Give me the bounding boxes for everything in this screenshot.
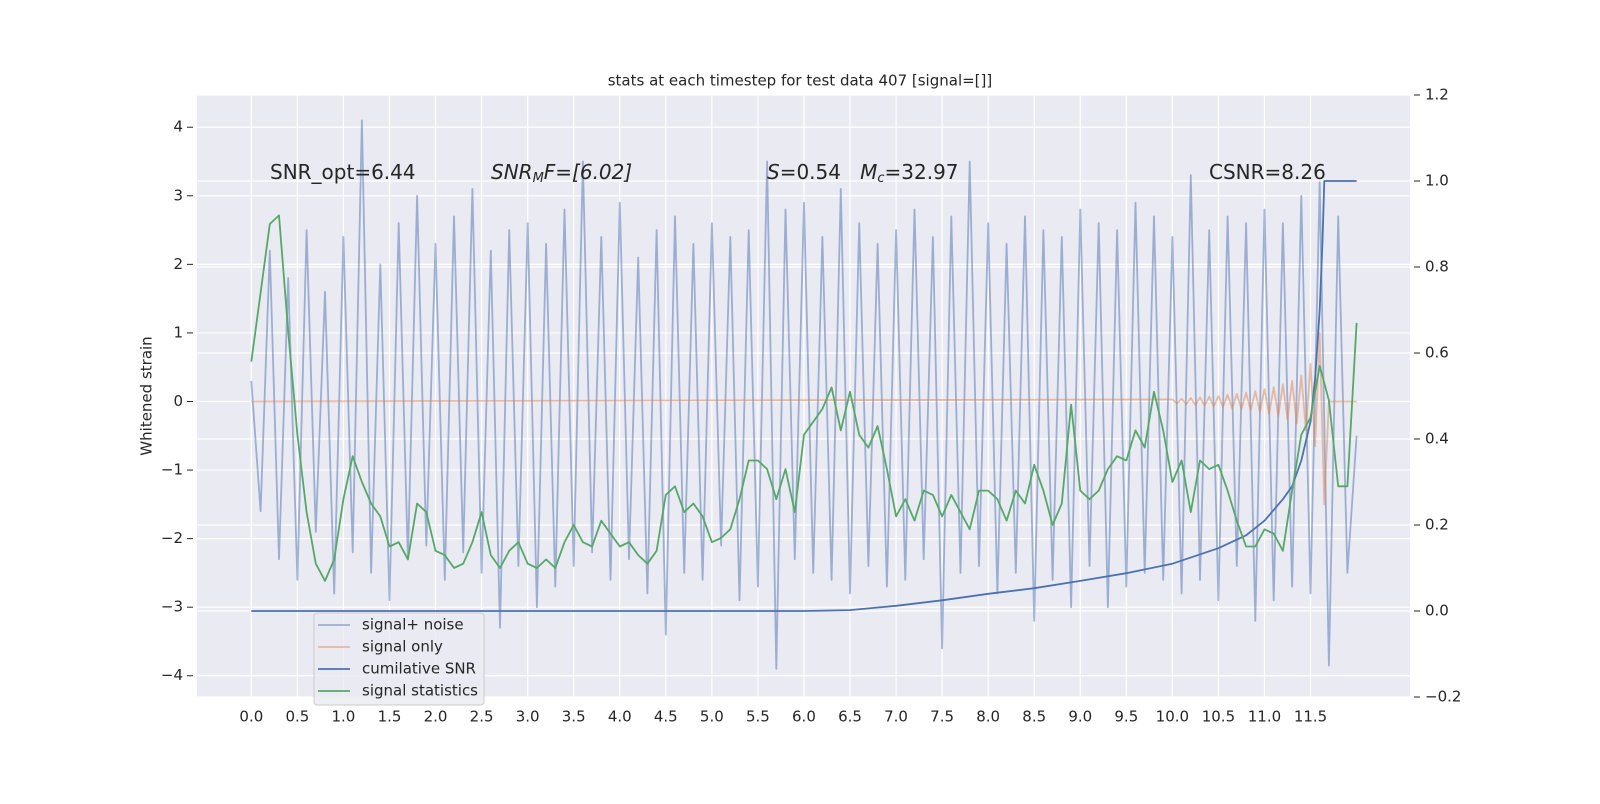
grid — [197, 94, 1410, 698]
annotation: SNRMF=[6.02] — [491, 160, 632, 186]
x-tick-label: 4.0 — [608, 708, 632, 726]
x-tick-label: 8.0 — [976, 708, 1000, 726]
x-tick-label: 10.0 — [1156, 708, 1189, 726]
x-tick-label: 7.0 — [884, 708, 908, 726]
y-tick-label: 1 — [173, 323, 183, 341]
marks — [250, 119, 1358, 670]
legend-label: signal statistics — [362, 682, 478, 700]
x-tick-label: 0.0 — [239, 708, 263, 726]
x-tick-label: 5.0 — [700, 708, 724, 726]
y-tick-label: −2 — [161, 529, 183, 547]
annotation: SNR_opt=6.44 — [270, 160, 416, 184]
annotation: CSNR=8.26 — [1209, 160, 1326, 184]
legend-label: signal only — [362, 638, 443, 656]
series-line — [251, 180, 1357, 612]
x-tick-label: 4.5 — [654, 708, 678, 726]
x-tick-label: 1.0 — [332, 708, 356, 726]
x-tick-label: 9.0 — [1068, 708, 1092, 726]
y-axis-label: Whitened strain — [138, 336, 156, 455]
y2-tick-label: 0.0 — [1425, 602, 1449, 620]
series-line — [250, 119, 1358, 670]
y-tick-label: 0 — [173, 392, 183, 410]
y2-tick-label: 0.4 — [1425, 430, 1449, 448]
x-tick-label: 2.0 — [424, 708, 448, 726]
y2-tick-label: 1.0 — [1425, 172, 1449, 190]
chart-title: stats at each timestep for test data 407… — [608, 72, 993, 90]
y2-tick-label: 0.2 — [1425, 516, 1449, 534]
y-tick-label: −4 — [161, 666, 183, 684]
x-tick-label: 8.5 — [1022, 708, 1046, 726]
x-tick-label: 3.0 — [516, 708, 540, 726]
y-tick-label: −3 — [161, 598, 183, 616]
legend: signal+ noise signal only cumilative SNR si… — [313, 612, 485, 706]
y-tick-label: 3 — [173, 186, 183, 204]
x-tick-label: 9.5 — [1114, 708, 1138, 726]
x-tick-label: 11.0 — [1248, 708, 1281, 726]
x-tick-label: 6.5 — [838, 708, 862, 726]
y2-tick-label: −0.2 — [1425, 688, 1461, 706]
x-tick-label: 6.0 — [792, 708, 816, 726]
legend-label: cumilative SNR — [362, 660, 476, 678]
y-tick-label: 4 — [173, 118, 183, 136]
x-tick-label: 2.5 — [470, 708, 494, 726]
series-line — [251, 332, 1357, 506]
y-tick-label: −1 — [161, 461, 183, 479]
annotation: S=0.54 Mc=32.97 — [767, 160, 959, 186]
series-line — [250, 214, 1358, 582]
x-tick-label: 0.5 — [285, 708, 309, 726]
legend-label: signal+ noise — [362, 616, 464, 634]
x-tick-label: 10.5 — [1202, 708, 1235, 726]
x-tick-label: 3.5 — [562, 708, 586, 726]
y2-tick-label: 0.8 — [1425, 258, 1449, 276]
y2-tick-label: 1.2 — [1425, 86, 1449, 104]
x-tick-label: 1.5 — [378, 708, 402, 726]
y2-tick-label: 0.6 — [1425, 344, 1449, 362]
y-tick-label: 2 — [173, 255, 183, 273]
x-tick-label: 11.5 — [1294, 708, 1327, 726]
x-tick-label: 7.5 — [930, 708, 954, 726]
x-tick-label: 5.5 — [746, 708, 770, 726]
legend-box — [313, 612, 485, 706]
